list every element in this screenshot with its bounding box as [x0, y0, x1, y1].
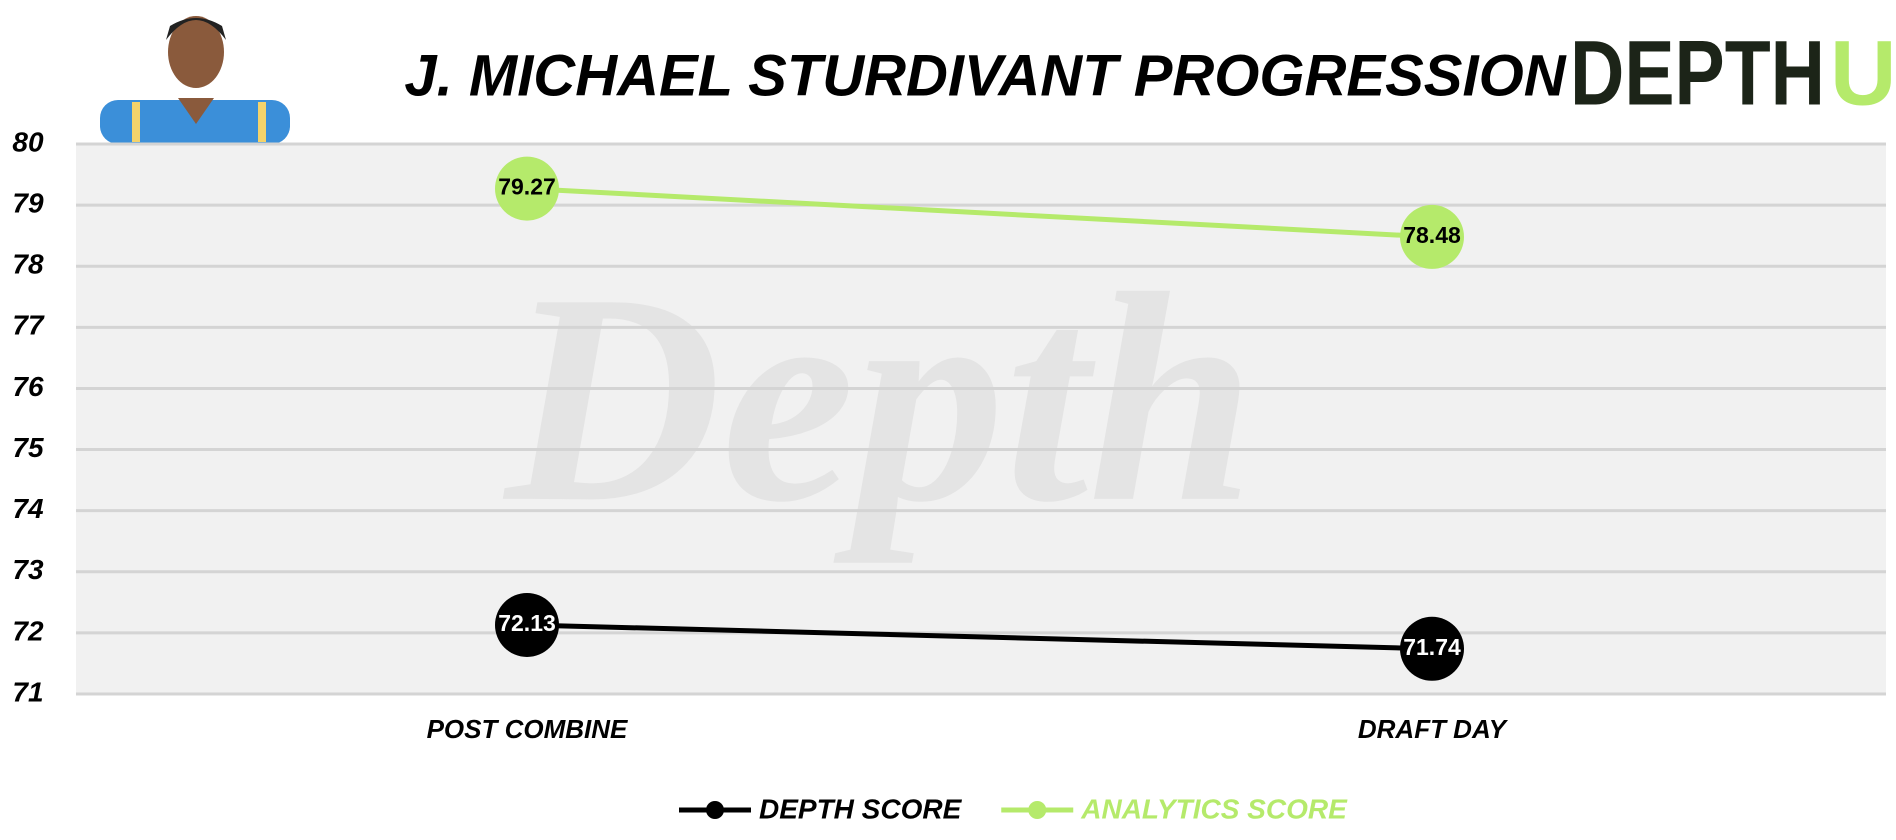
chart-title: J. MICHAEL STURDIVANT PROGRESSION [404, 43, 1566, 108]
point [495, 156, 559, 221]
y-tick-label: 76 [12, 371, 44, 402]
logo: DEPTH [1570, 22, 1825, 124]
data-label: 71.74 [1403, 634, 1461, 660]
series-line [526, 622, 1433, 652]
y-tick-label: 75 [12, 432, 44, 463]
series-line [526, 186, 1433, 240]
data-label: 72.13 [498, 610, 556, 636]
point [495, 592, 559, 657]
y-tick-label: 74 [12, 493, 44, 524]
y-tick-label: 77 [12, 310, 45, 341]
data-label: 79.27 [498, 174, 556, 200]
y-tick-label: 73 [12, 554, 44, 585]
plot-area [76, 144, 1886, 694]
y-tick-label: 79 [12, 188, 44, 219]
point [1400, 616, 1464, 681]
x-tick-label: DRAFT DAY [1358, 714, 1509, 744]
legend-label: DEPTH SCORE [759, 793, 963, 824]
legend-marker [706, 801, 724, 819]
player-photo [100, 16, 290, 144]
legend-marker [1028, 801, 1047, 819]
legend-label: ANALYTICS SCORE [1080, 793, 1348, 824]
data-label: 78.48 [1403, 222, 1461, 248]
y-tick-label: 78 [12, 249, 44, 280]
y-tick-label: 71 [12, 676, 43, 707]
y-tick-label: 72 [12, 615, 44, 646]
y-tick-label: 80 [12, 126, 44, 157]
watermark: Depth [500, 232, 1255, 565]
x-tick-label: POST COMBINE [427, 714, 628, 744]
logo-accent: U [1830, 22, 1896, 124]
point [1400, 204, 1464, 269]
